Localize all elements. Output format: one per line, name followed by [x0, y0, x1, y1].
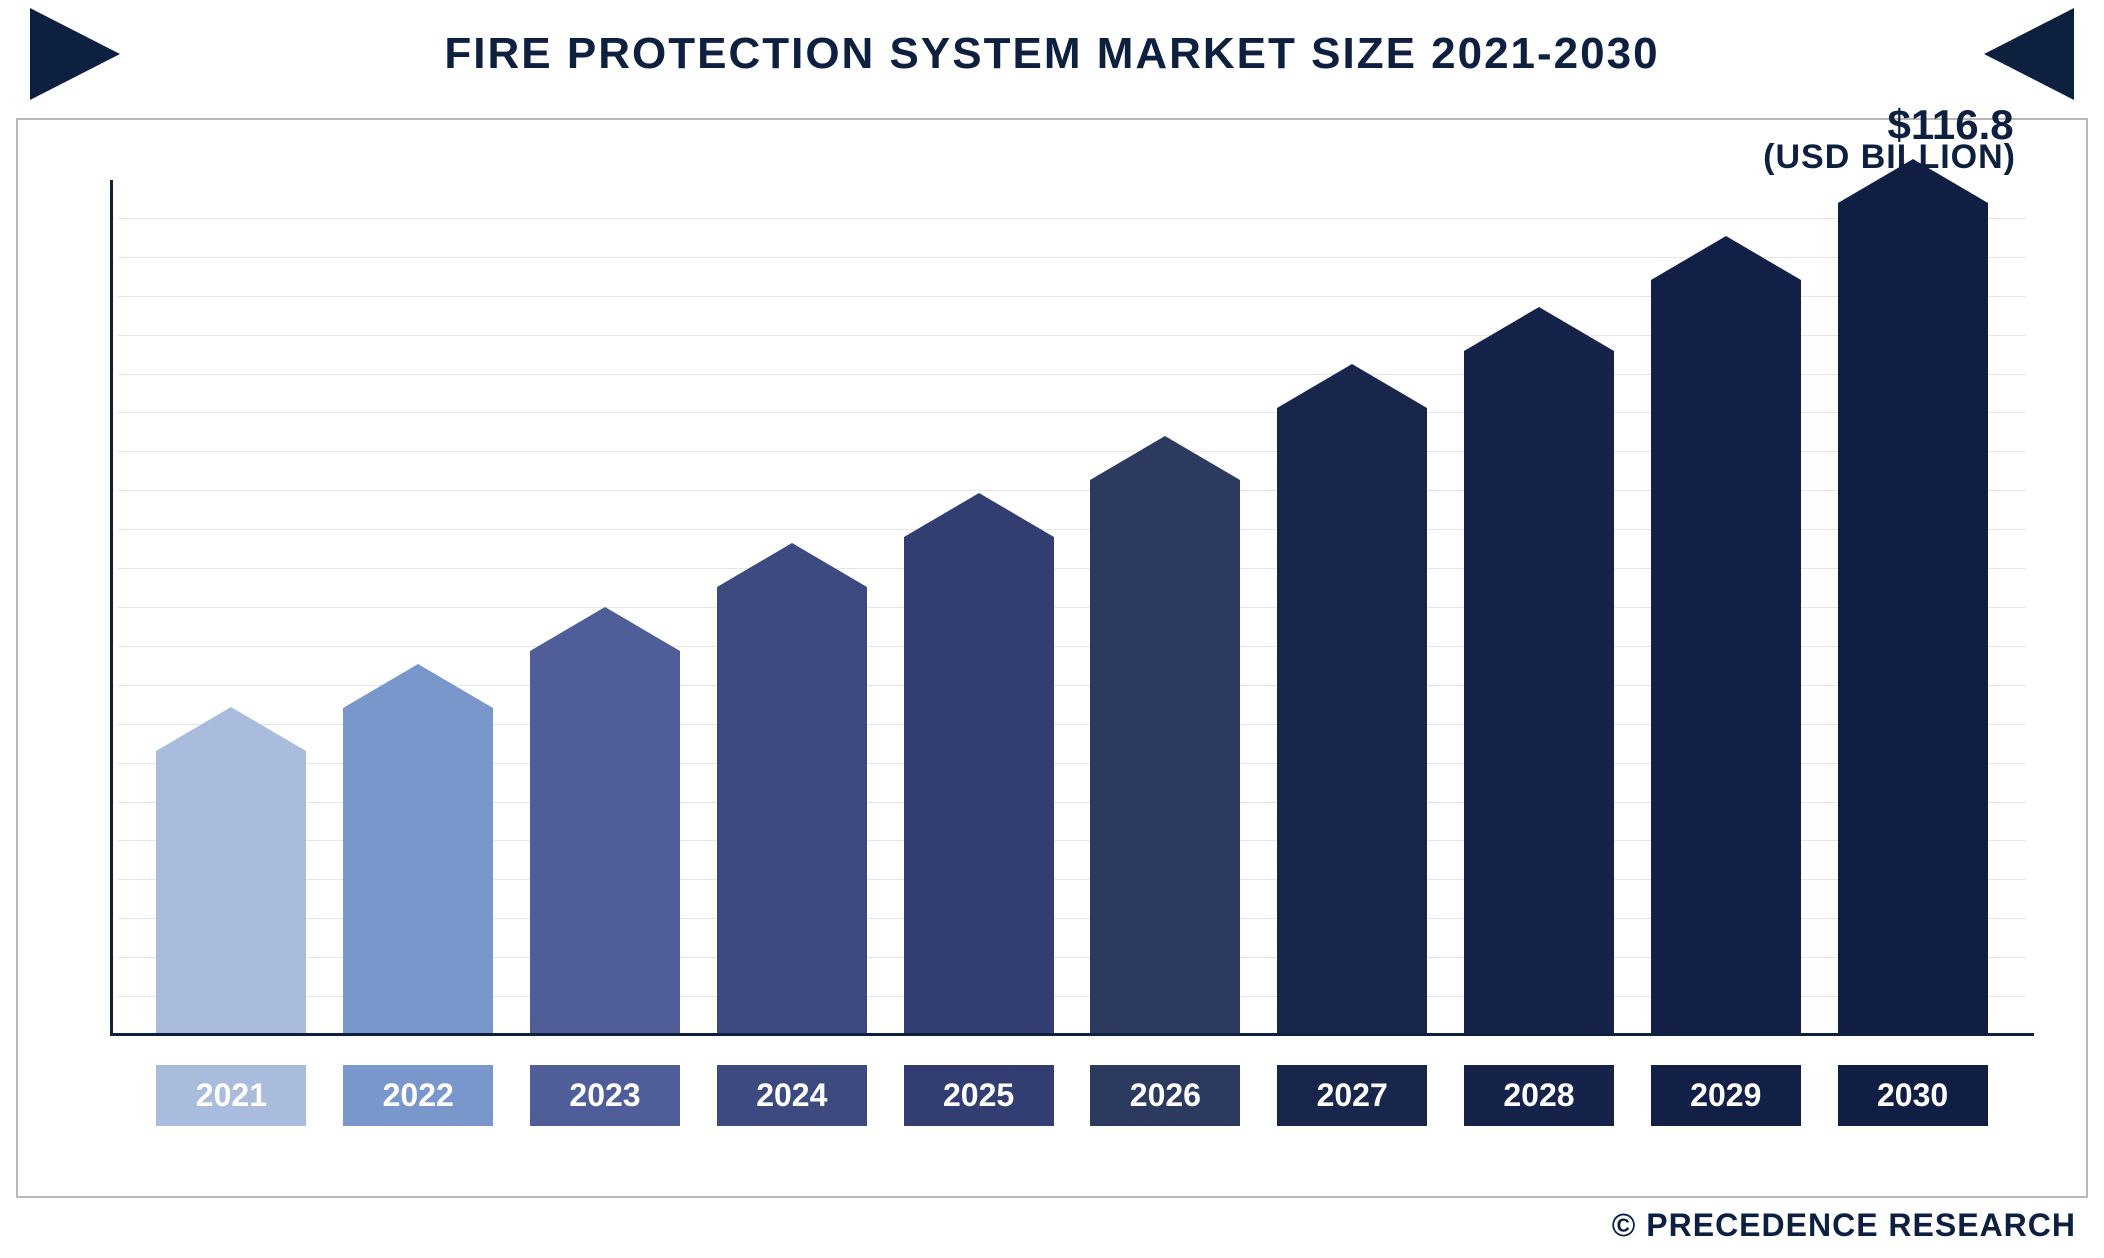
- bar-arrow-top: [904, 493, 1054, 537]
- bar: [1090, 480, 1240, 1036]
- bar-arrow-top: [1651, 236, 1801, 280]
- bar-body: [1090, 480, 1240, 1036]
- bar: [343, 708, 493, 1036]
- bar-body: [1651, 280, 1801, 1036]
- bar: [1464, 351, 1614, 1036]
- bar: [1277, 408, 1427, 1036]
- bar-arrow-top: [1090, 436, 1240, 480]
- peak-value-label: $116.8: [1851, 101, 2051, 149]
- footer-credit: © PRECEDENCE RESEARCH: [1612, 1207, 2076, 1244]
- bar-body: [1277, 408, 1427, 1036]
- bar-column: [698, 180, 885, 1036]
- bar-body: [156, 751, 306, 1036]
- bar-arrow-top: [1838, 159, 1988, 203]
- bar-arrow-top: [156, 707, 306, 751]
- bar-arrow-top: [530, 607, 680, 651]
- x-axis-labels: 2021 2022 2023 2024 2025 2026 2027 2028 2029 2030: [118, 1065, 2026, 1126]
- bar-arrow-top: [343, 664, 493, 708]
- bar-column: [1446, 180, 1633, 1036]
- bar-body: [1838, 203, 1988, 1036]
- x-axis-label: 2027: [1277, 1065, 1427, 1126]
- x-axis-label: 2026: [1090, 1065, 1240, 1126]
- bar: [1651, 280, 1801, 1036]
- title-banner: FIRE PROTECTION SYSTEM MARKET SIZE 2021-…: [30, 8, 2074, 100]
- bar-arrow-top: [717, 543, 867, 587]
- chart-title: FIRE PROTECTION SYSTEM MARKET SIZE 2021-…: [444, 29, 1659, 79]
- bar-column: [325, 180, 512, 1036]
- bar: [530, 651, 680, 1036]
- bar-body: [904, 537, 1054, 1036]
- bar-column: [1072, 180, 1259, 1036]
- y-axis: [110, 180, 113, 1036]
- plot-area: $116.8: [118, 180, 2026, 1036]
- bar-arrow-top: [1277, 364, 1427, 408]
- bar-column: [885, 180, 1072, 1036]
- bar: [904, 537, 1054, 1036]
- x-axis-label: 2024: [717, 1065, 867, 1126]
- bar: [156, 751, 306, 1036]
- x-axis-label: 2023: [530, 1065, 680, 1126]
- bars-container: [118, 180, 2026, 1036]
- bar-body: [343, 708, 493, 1036]
- x-axis-label: 2022: [343, 1065, 493, 1126]
- bar: [1838, 203, 1988, 1036]
- bar-column: [1632, 180, 1819, 1036]
- bar-body: [530, 651, 680, 1036]
- bar-column: [1819, 180, 2006, 1036]
- x-axis-label: 2030: [1838, 1065, 1988, 1126]
- bar-column: [512, 180, 699, 1036]
- x-axis-label: 2029: [1651, 1065, 1801, 1126]
- x-axis-label: 2028: [1464, 1065, 1614, 1126]
- bar: [717, 587, 867, 1036]
- chart-frame: (USD BILLION) $116.8 2021202220232024202…: [16, 118, 2088, 1198]
- bar-column: [1259, 180, 1446, 1036]
- bar-body: [1464, 351, 1614, 1036]
- bar-column: [138, 180, 325, 1036]
- x-axis-label: 2025: [904, 1065, 1054, 1126]
- x-axis: [110, 1033, 2034, 1036]
- bar-body: [717, 587, 867, 1036]
- x-axis-label: 2021: [156, 1065, 306, 1126]
- bar-arrow-top: [1464, 307, 1614, 351]
